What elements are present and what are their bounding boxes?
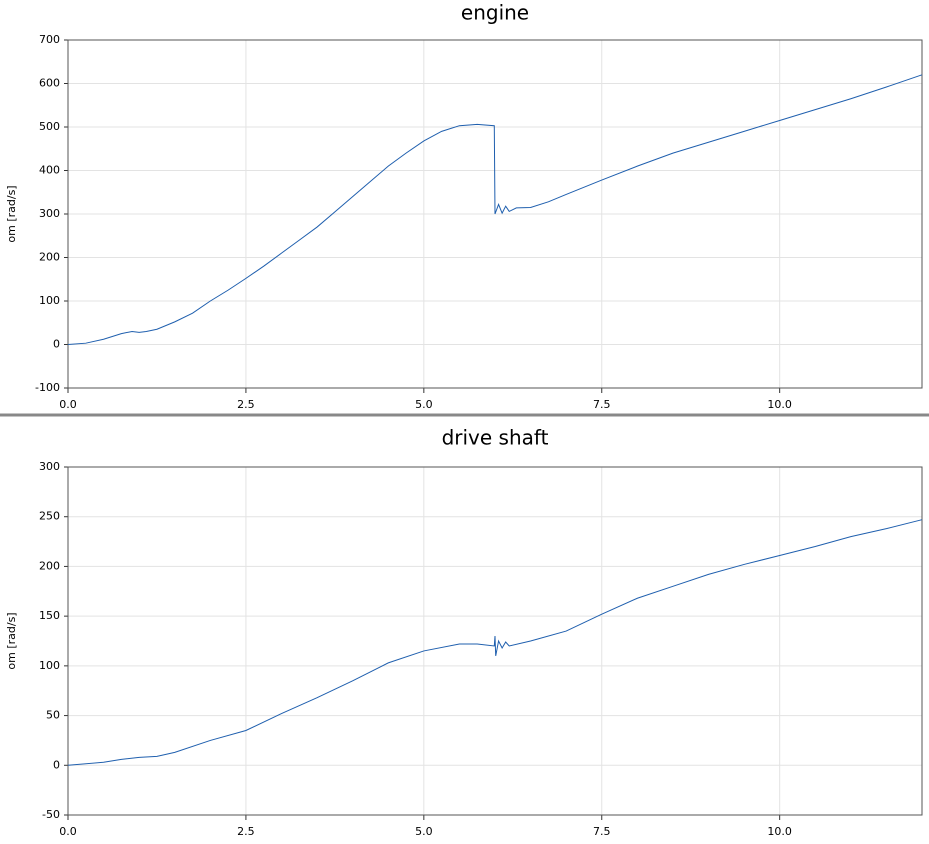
y-tick-label: 150 (39, 609, 60, 622)
x-tick-label: 5.0 (415, 398, 433, 411)
x-tick-label: 7.5 (593, 825, 611, 838)
y-tick-label: 0 (53, 758, 60, 771)
plot-frame (67, 466, 923, 816)
y-tick-label: 400 (39, 164, 60, 177)
x-tick-label: 2.5 (237, 398, 255, 411)
x-tick-label: 5.0 (415, 825, 433, 838)
y-tick-label: 500 (39, 120, 60, 133)
y-axis-label: om [rad/s] (5, 185, 18, 242)
y-tick-label: 250 (39, 510, 60, 523)
x-tick-label: 10.0 (767, 825, 792, 838)
y-tick-label: 300 (39, 207, 60, 220)
x-tick-label: 7.5 (593, 398, 611, 411)
y-tick-label: 50 (46, 709, 60, 722)
plot-frame (67, 39, 923, 389)
data-line (67, 519, 923, 766)
y-tick-label: 200 (39, 559, 60, 572)
chart-title: drive shaft (442, 426, 549, 450)
y-tick-label: 600 (39, 77, 60, 90)
y-tick-label: -100 (35, 381, 60, 394)
y-tick-label: 700 (39, 33, 60, 46)
data-line (67, 74, 923, 345)
x-tick-label: 0.0 (59, 825, 77, 838)
x-tick-label: 2.5 (237, 825, 255, 838)
y-tick-label: 0 (53, 338, 60, 351)
x-tick-label: 0.0 (59, 398, 77, 411)
y-axis-label: om [rad/s] (5, 612, 18, 669)
y-tick-label: 300 (39, 460, 60, 473)
y-tick-label: 200 (39, 251, 60, 264)
x-tick-label: 10.0 (767, 398, 792, 411)
chart-title: engine (461, 1, 529, 25)
y-tick-label: 100 (39, 659, 60, 672)
y-tick-label: 100 (39, 294, 60, 307)
y-tick-label: -50 (42, 808, 60, 821)
